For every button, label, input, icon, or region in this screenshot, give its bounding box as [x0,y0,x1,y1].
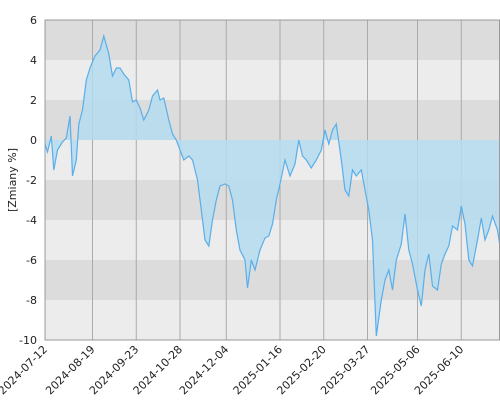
y-tick-label: 4 [30,54,37,67]
x-tick-label: 2024-07-12 [0,343,50,397]
y-axis-label: [Zmiany %] [6,148,19,212]
y-tick-label: -8 [26,294,37,307]
y-tick-label: 2 [30,94,37,107]
grid-band [45,20,500,60]
y-tick-label: -4 [26,214,37,227]
y-tick-label: -2 [26,174,37,187]
area [45,36,500,336]
y-tick-label: -10 [19,334,37,347]
grid-band [45,300,500,340]
y-tick-label: 6 [30,14,37,27]
y-tick-label: -6 [26,254,37,267]
y-tick-label: 0 [30,134,37,147]
line [44,33,500,337]
x-tick-label: 2024-12-04 [177,343,231,397]
